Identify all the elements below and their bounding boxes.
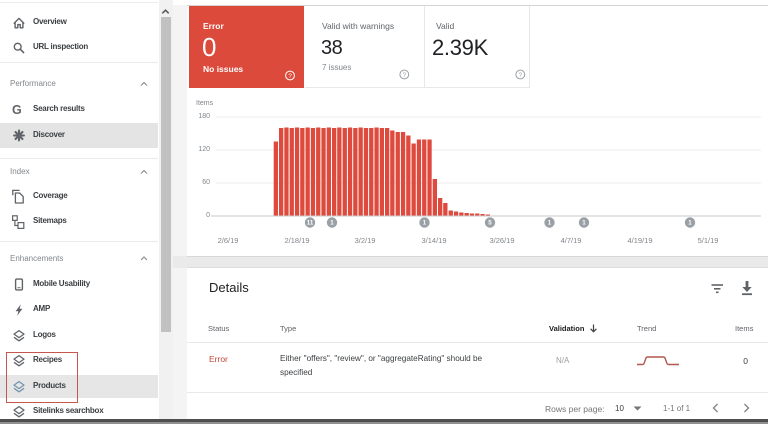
svg-text:1: 1 <box>688 220 692 227</box>
svg-text:11: 11 <box>307 220 314 227</box>
svg-text:?: ? <box>288 73 292 80</box>
svg-text:?: ? <box>518 72 522 79</box>
svg-text:1: 1 <box>423 220 427 227</box>
svg-text:5: 5 <box>488 220 492 227</box>
svg-text:1: 1 <box>548 220 552 227</box>
svg-text:?: ? <box>402 72 406 79</box>
svg-text:1: 1 <box>582 220 586 227</box>
svg-text:1: 1 <box>330 220 334 227</box>
